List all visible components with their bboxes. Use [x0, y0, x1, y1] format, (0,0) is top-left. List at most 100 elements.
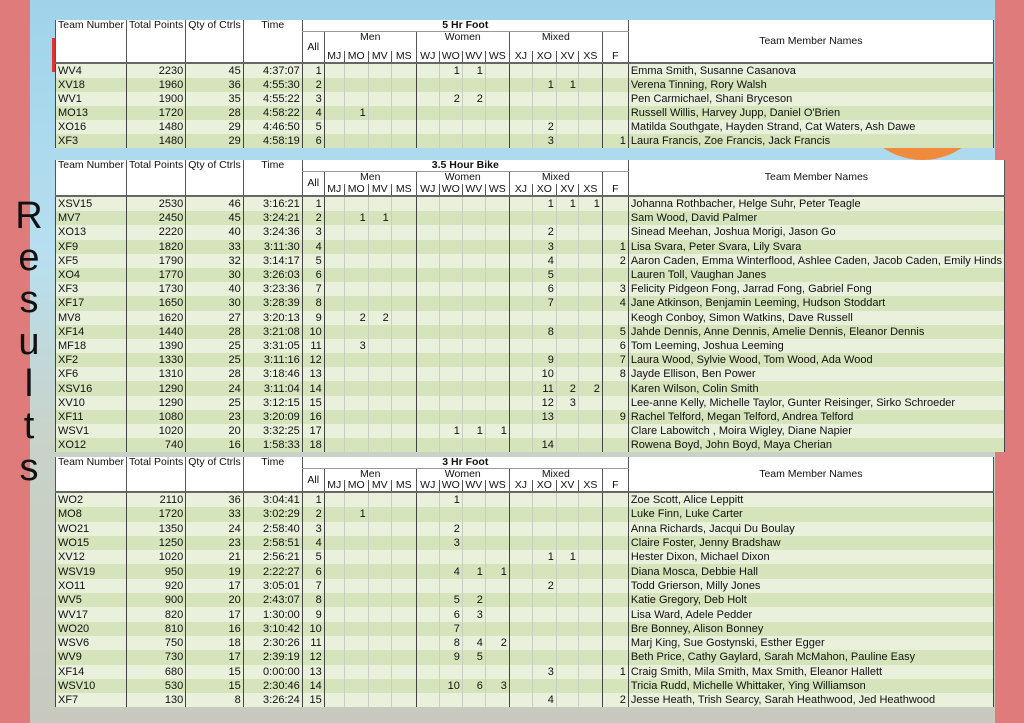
- rank-mv-cell: [367, 664, 392, 679]
- rank-mv-cell: 2: [367, 310, 392, 325]
- rank-mj-cell: [323, 635, 345, 651]
- rank-xj-cell: [508, 535, 533, 551]
- table-row: XSV16 1290 24 3:11:04 14 11 2 2 Karen Wilson, Co…: [55, 381, 1005, 396]
- rank-wj-cell: [415, 324, 440, 339]
- rank-wj-cell: [415, 267, 440, 283]
- team-member-names-cell: Jahde Dennis, Anne Dennis, Amelie Dennis…: [627, 324, 1005, 339]
- team-member-names-cell: Anna Richards, Jacqui Du Boulay: [627, 521, 994, 536]
- rank-all-cell: 2: [301, 211, 325, 226]
- rank-ms-cell: [390, 521, 417, 536]
- time-cell: 2:56:21: [242, 550, 303, 565]
- team-member-names-cell: Lauren Toll, Vaughan Janes: [627, 267, 1005, 283]
- rank-wo-cell: 9: [438, 650, 463, 665]
- rank-wo-cell: 1: [438, 424, 463, 439]
- rank-mo-cell: [343, 492, 369, 508]
- header-time: Time: [242, 457, 303, 493]
- rank-wv-cell: [461, 253, 486, 268]
- team-member-names-cell: Jayde Ellison, Ben Power: [627, 367, 1005, 382]
- rank-ms-cell: [390, 438, 417, 453]
- header-team-number: Team Number: [55, 20, 127, 64]
- rank-mo-cell: [343, 535, 369, 551]
- rank-wj-cell: [415, 635, 440, 651]
- rank-xo-cell: 2: [531, 578, 557, 594]
- rank-xj-cell: [508, 381, 533, 396]
- total-points-cell: 820: [125, 607, 186, 622]
- table-row: WO21 1350 24 2:58:40 3 2 Anna Richards, Jacqui…: [55, 521, 994, 536]
- qty-ctrls-cell: 15: [185, 678, 244, 694]
- team-number-cell: XF7: [55, 693, 127, 708]
- team-number-cell: XF14: [55, 324, 127, 339]
- rank-mo-cell: [343, 324, 369, 339]
- rank-xo-cell: 4: [531, 693, 557, 708]
- total-points-cell: 680: [125, 664, 186, 679]
- rank-wv-cell: 5: [461, 650, 486, 665]
- rank-ws-cell: [484, 267, 510, 283]
- header-all: All: [301, 468, 325, 493]
- header-xs: XS: [577, 184, 603, 197]
- team-number-cell: MO13: [55, 106, 127, 120]
- qty-ctrls-cell: 30: [185, 296, 244, 311]
- total-points-cell: 1310: [125, 367, 186, 382]
- time-cell: 3:20:09: [242, 409, 303, 424]
- table-row: WSV10 530 15 2:30:46 14 10 6 3 Tricia Rudd, Mich…: [55, 678, 994, 694]
- qty-ctrls-cell: 27: [185, 310, 244, 325]
- rank-mj-cell: [323, 63, 345, 78]
- team-number-cell: WO15: [55, 535, 127, 551]
- rank-xj-cell: [508, 225, 533, 240]
- time-cell: 3:16:21: [242, 196, 303, 212]
- rank-f-cell: [601, 492, 629, 508]
- rank-wo-cell: [438, 507, 463, 522]
- rank-wo-cell: [438, 550, 463, 565]
- rank-wj-cell: [415, 211, 440, 226]
- rank-mv-cell: [367, 282, 392, 297]
- rank-f-cell: [601, 438, 629, 453]
- team-member-names-cell: Marj King, Sue Gostynski, Esther Egger: [627, 635, 994, 651]
- rank-wv-cell: [461, 196, 486, 212]
- team-number-cell: WV1: [55, 92, 127, 106]
- team-number-cell: XSV16: [55, 381, 127, 396]
- team-member-names-cell: Pen Carmichael, Shani Bryceson: [627, 92, 994, 106]
- header-wv: WV: [461, 480, 486, 493]
- qty-ctrls-cell: 29: [185, 120, 244, 134]
- rank-all-cell: 3: [301, 521, 325, 536]
- rank-wo-cell: [438, 578, 463, 594]
- header-men: Men: [323, 468, 417, 480]
- rank-f-cell: 5: [601, 324, 629, 339]
- rank-f-cell: [601, 381, 629, 396]
- rank-xo-cell: [531, 492, 557, 508]
- time-cell: 4:37:07: [242, 63, 303, 78]
- rank-all-cell: 10: [301, 621, 325, 636]
- header-xo: XO: [531, 51, 557, 64]
- qty-ctrls-cell: 28: [185, 324, 244, 339]
- qty-ctrls-cell: 46: [185, 196, 244, 212]
- rank-ms-cell: [390, 535, 417, 551]
- rank-xo-cell: [531, 535, 557, 551]
- rank-xo-cell: [531, 650, 557, 665]
- qty-ctrls-cell: 17: [185, 607, 244, 622]
- rank-wv-cell: [461, 78, 486, 92]
- header-mixed: Mixed: [508, 31, 603, 51]
- time-cell: 2:58:40: [242, 521, 303, 536]
- total-points-cell: 730: [125, 650, 186, 665]
- rank-all-cell: 17: [301, 424, 325, 439]
- rank-mo-cell: [343, 196, 369, 212]
- rank-xo-cell: 3: [531, 134, 557, 148]
- table-row: WV1 1900 35 4:55:22 3 2 2 Pen Carmichael, Shani…: [55, 92, 994, 106]
- header-mo: MO: [343, 480, 369, 493]
- rank-mo-cell: [343, 650, 369, 665]
- qty-ctrls-cell: 21: [185, 550, 244, 565]
- rank-xo-cell: 2: [531, 225, 557, 240]
- rank-xv-cell: [555, 650, 579, 665]
- team-number-cell: WSV19: [55, 564, 127, 579]
- rank-f-cell: [601, 196, 629, 212]
- rank-xj-cell: [508, 507, 533, 522]
- rank-ms-cell: [390, 239, 417, 254]
- rank-ws-cell: [484, 492, 510, 508]
- rank-xj-cell: [508, 621, 533, 636]
- rank-ms-cell: [390, 282, 417, 297]
- side-title-letter: e: [18, 237, 40, 279]
- header-wj: WJ: [415, 480, 440, 493]
- rank-wv-cell: [461, 106, 486, 120]
- rank-xs-cell: [577, 395, 603, 410]
- rank-mo-cell: [343, 564, 369, 579]
